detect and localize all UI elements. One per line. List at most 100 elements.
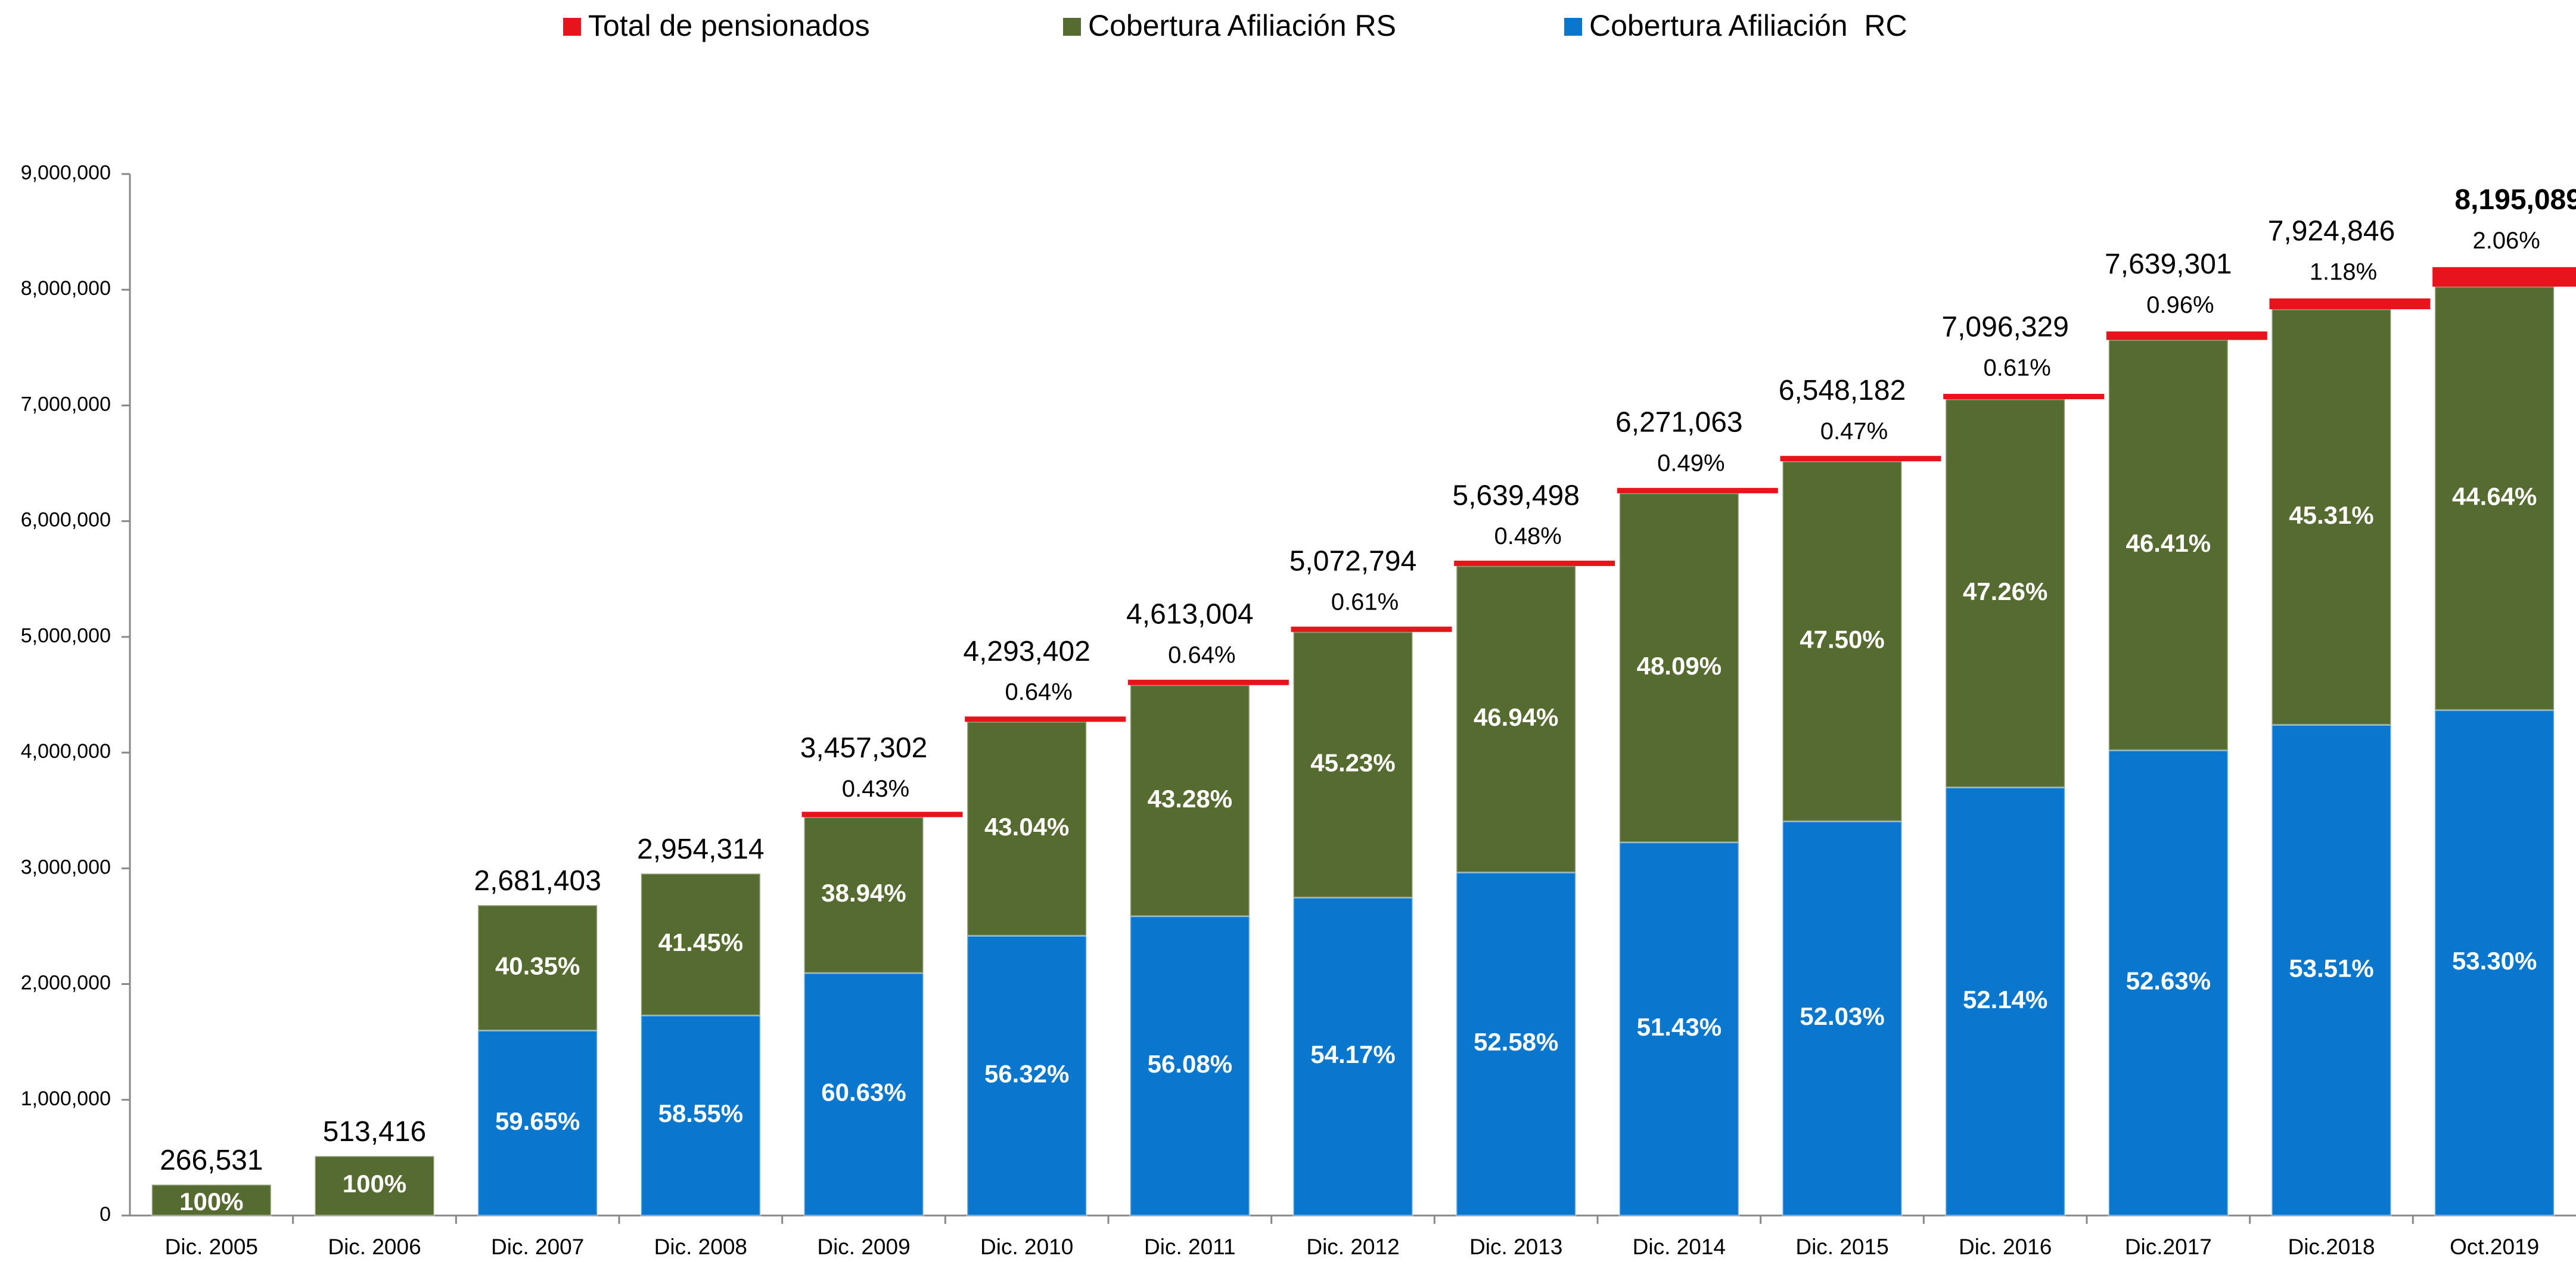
- x-tick-label: Dic. 2007: [491, 1235, 584, 1259]
- x-tick-label: Dic. 2015: [1795, 1235, 1888, 1259]
- x-tick-label: Dic.2017: [2125, 1235, 2212, 1259]
- bar-segment: [2434, 709, 2555, 1217]
- y-tick-label: 5,000,000: [21, 624, 111, 647]
- total-label: 7,924,846: [2268, 215, 2395, 247]
- y-tick-label: 7,000,000: [21, 393, 111, 415]
- segment-label: 41.45%: [658, 928, 743, 956]
- y-tick-label: 0: [100, 1203, 111, 1226]
- bar-segment: [640, 872, 762, 1017]
- segment-label: 59.65%: [495, 1107, 580, 1135]
- segment-label: 38.94%: [821, 879, 906, 907]
- total-label: 8,195,089: [2454, 184, 2576, 216]
- bar-segment: [151, 1183, 272, 1217]
- bar-segment: [1454, 560, 1615, 566]
- segment-label: 56.08%: [1148, 1050, 1232, 1078]
- bar-segment: [2269, 298, 2431, 309]
- segment-label: 54.17%: [1310, 1040, 1395, 1068]
- bar-segment: [1944, 786, 2066, 1217]
- segment-label: 47.50%: [1800, 625, 1884, 653]
- total-label: 6,271,063: [1615, 407, 1743, 439]
- segment-label: 40.35%: [495, 952, 580, 980]
- bar-segment: [2108, 339, 2229, 751]
- segment-label: 44.64%: [2452, 482, 2537, 510]
- pension-label: 0.48%: [1494, 523, 1561, 549]
- segment-label: 47.26%: [1963, 577, 2047, 605]
- bar-segment: [803, 972, 924, 1217]
- y-tick-label: 6,000,000: [21, 509, 111, 531]
- total-label: 7,639,301: [2105, 248, 2232, 280]
- total-label: 266,531: [160, 1145, 263, 1176]
- pension-label: 0.49%: [1657, 450, 1724, 477]
- x-tick-label: Dic. 2011: [1144, 1235, 1236, 1259]
- x-tick-label: Dic. 2009: [817, 1235, 910, 1259]
- bar-segment: [1129, 915, 1251, 1217]
- pension-label: 0.61%: [1331, 589, 1399, 615]
- pension-label: 0.96%: [2146, 292, 2214, 318]
- x-tick-label: Dic. 2016: [1959, 1235, 2052, 1259]
- segment-label: 100%: [179, 1188, 243, 1216]
- bar-segment: [801, 812, 963, 817]
- total-label: 6,548,182: [1779, 375, 1906, 406]
- bar-segment: [965, 716, 1126, 722]
- bar-segment: [2106, 331, 2267, 340]
- bar-segment: [2434, 285, 2555, 711]
- total-label: 7,096,329: [1941, 311, 2069, 343]
- total-label: 5,639,498: [1452, 480, 1580, 511]
- pension-label: 2.06%: [2472, 228, 2540, 254]
- bar-segment: [1943, 394, 2105, 400]
- bar-segment: [2108, 749, 2229, 1217]
- pension-label: 0.43%: [842, 776, 909, 802]
- bar-segment: [477, 904, 598, 1031]
- segment-label: 52.03%: [1800, 1002, 1884, 1030]
- x-tick-label: Dic. 2014: [1633, 1235, 1726, 1259]
- pension-label: 0.47%: [1820, 418, 1888, 445]
- bar-segment: [640, 1014, 762, 1217]
- bar-segment: [1292, 896, 1413, 1217]
- bar-segment: [1129, 684, 1251, 918]
- bar-segment: [1292, 631, 1413, 899]
- pension-label: 0.64%: [1168, 642, 1235, 669]
- segment-label: 45.23%: [1310, 749, 1395, 777]
- bar-segment: [2271, 308, 2392, 726]
- total-label: 4,613,004: [1126, 599, 1254, 630]
- total-label: 3,457,302: [800, 732, 928, 764]
- bar-segment: [1618, 492, 1740, 844]
- bar-segment: [1127, 679, 1289, 685]
- bar-segment: [477, 1029, 598, 1217]
- x-tick-label: Dic. 2013: [1469, 1235, 1562, 1259]
- pension-label: 0.61%: [1983, 355, 2050, 381]
- pension-label: 1.18%: [2310, 259, 2377, 285]
- segment-label: 46.41%: [2126, 529, 2211, 557]
- bar-segment: [2432, 267, 2576, 287]
- bar-segment: [314, 1155, 435, 1217]
- segment-label: 100%: [343, 1170, 406, 1198]
- segment-label: 45.31%: [2289, 501, 2373, 529]
- y-tick-label: 2,000,000: [21, 972, 111, 994]
- segment-label: 46.94%: [1474, 703, 1558, 731]
- total-label: 5,072,794: [1289, 545, 1417, 577]
- x-tick-label: Oct.2019: [2450, 1235, 2539, 1259]
- y-tick-label: 4,000,000: [21, 740, 111, 763]
- segment-label: 58.55%: [658, 1099, 743, 1127]
- bar-segment: [1291, 626, 1452, 632]
- x-tick-label: Dic. 2008: [654, 1235, 747, 1259]
- segment-label: 43.04%: [984, 813, 1069, 841]
- bar-segment: [1455, 871, 1577, 1217]
- bar-segment: [1782, 820, 1903, 1217]
- segment-label: 56.32%: [984, 1059, 1069, 1087]
- bar-segment: [966, 720, 1087, 937]
- total-label: 2,681,403: [474, 865, 601, 897]
- segment-label: 53.30%: [2452, 947, 2537, 975]
- legend-swatch: [1564, 18, 1582, 36]
- legend-swatch: [563, 18, 581, 36]
- total-label: 513,416: [323, 1116, 427, 1148]
- segment-label: 51.43%: [1637, 1013, 1722, 1041]
- legend-label: Cobertura Afiliación RS: [1088, 9, 1396, 42]
- bar-segment: [1782, 460, 1903, 822]
- y-tick-label: 9,000,000: [21, 161, 111, 184]
- x-tick-label: Dic. 2010: [980, 1235, 1073, 1259]
- pension-label: 0.64%: [1005, 679, 1072, 705]
- segment-label: 60.63%: [821, 1078, 906, 1106]
- legend-swatch: [1063, 18, 1081, 36]
